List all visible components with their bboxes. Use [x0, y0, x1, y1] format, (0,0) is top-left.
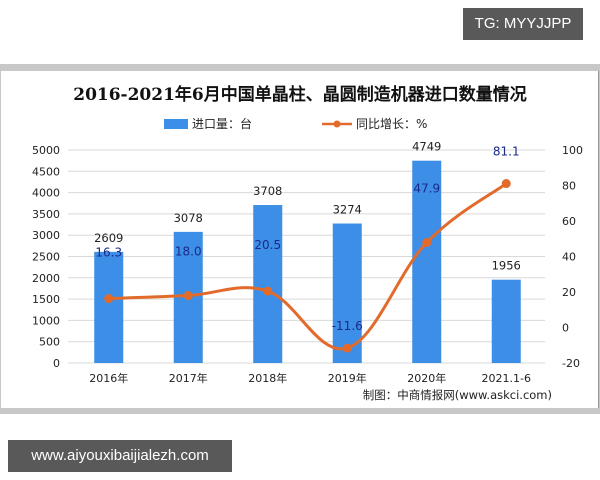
left-tick-label: 2000	[32, 272, 60, 285]
left-tick-label: 5000	[32, 144, 60, 157]
right-tick-label: 20	[562, 286, 576, 299]
line-marker	[104, 294, 114, 304]
left-tick-label: 1000	[32, 314, 60, 327]
bar-value-label: 1956	[492, 259, 521, 273]
left-tick-label: 0	[53, 357, 60, 370]
line-marker	[183, 291, 193, 301]
gridlines	[68, 149, 545, 364]
chart-legend: 进口量：台 同比增长：%	[164, 116, 427, 131]
right-tick-label: 100	[562, 144, 583, 157]
watermark-badge-top: TG: MYYJJPP	[463, 8, 583, 40]
left-tick-label: 2500	[32, 251, 60, 264]
legend-bar-swatch	[164, 119, 188, 129]
source-note: 制图：中商情报网(www.askci.com)	[363, 388, 552, 402]
bar	[94, 251, 124, 363]
right-axis-ticks: 100 80 60 40 20 0 -20	[562, 144, 583, 370]
left-tick-label: 4000	[32, 187, 60, 200]
line-marker	[422, 237, 432, 247]
growth-value-labels: 16.3 18.0 20.5 -11.6 47.9 81.1	[95, 145, 519, 334]
bar-value-label: 4749	[412, 140, 441, 154]
bar	[491, 279, 521, 363]
growth-line	[108, 182, 508, 351]
growth-value-label: 18.0	[175, 245, 202, 259]
left-tick-label: 500	[39, 336, 60, 349]
growth-value-label: 47.9	[413, 181, 440, 195]
growth-value-label: 20.5	[254, 238, 281, 252]
growth-value-label: -11.6	[332, 319, 363, 333]
bar-value-label: 3708	[253, 184, 282, 198]
legend-line-label: 同比增长：%	[356, 117, 427, 131]
watermark-badge-bottom: www.aiyouxibaijialezh.com	[8, 440, 232, 472]
growth-value-label: 16.3	[95, 246, 122, 260]
bar	[332, 223, 362, 363]
line-marker	[501, 179, 511, 189]
growth-line-markers	[104, 179, 511, 353]
x-tick-label: 2019年	[328, 371, 367, 385]
growth-value-label: 81.1	[493, 145, 520, 159]
left-tick-label: 3000	[32, 229, 60, 242]
legend-bar-label: 进口量：台	[192, 116, 252, 131]
line-marker	[342, 343, 352, 353]
right-tick-label: -20	[562, 357, 580, 370]
x-tick-label: 2021.1-6	[482, 372, 531, 385]
right-tick-label: 80	[562, 180, 576, 193]
x-axis-labels: 2016年 2017年 2018年 2019年 2020年 2021.1-6	[89, 371, 531, 385]
legend-line-marker	[333, 120, 341, 128]
left-tick-label: 4500	[32, 165, 60, 178]
bar-value-label: 3274	[333, 203, 362, 217]
bar-value-labels: 2609 3078 3708 3274 4749 1956	[94, 140, 521, 273]
right-tick-label: 60	[562, 215, 576, 228]
right-tick-label: 0	[562, 322, 569, 335]
chart-title: 2016-2021年6月中国单晶柱、晶圆制造机器进口数量情况	[73, 85, 527, 105]
bar-value-label: 3078	[174, 211, 203, 225]
x-tick-label: 2018年	[248, 371, 287, 385]
bar-value-label: 2609	[94, 231, 123, 245]
left-tick-label: 1500	[32, 293, 60, 306]
bar	[253, 205, 283, 363]
x-tick-label: 2017年	[169, 371, 208, 385]
bar	[412, 160, 442, 363]
left-tick-label: 3500	[32, 208, 60, 221]
x-tick-label: 2016年	[89, 371, 128, 385]
bar-series	[94, 160, 521, 363]
x-tick-label: 2020年	[407, 371, 446, 385]
right-tick-label: 40	[562, 251, 576, 264]
line-marker	[263, 286, 273, 296]
